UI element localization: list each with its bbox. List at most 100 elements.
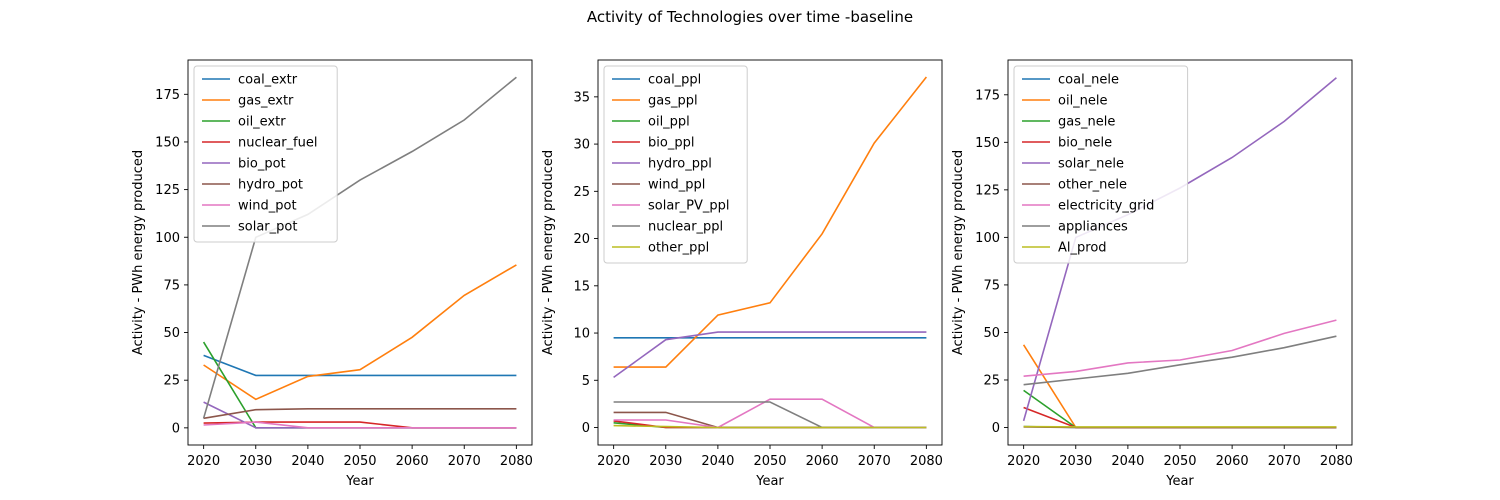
legend-entry-gas_ppl: gas_ppl bbox=[648, 94, 698, 109]
y-tick-label: 100 bbox=[155, 231, 180, 246]
legend-box bbox=[193, 65, 338, 243]
y-tick-label: 25 bbox=[573, 185, 590, 200]
legend-entry-electricity_grid: electricity_grid bbox=[1058, 199, 1154, 214]
legend-entry-wind_ppl: wind_ppl bbox=[648, 178, 705, 193]
series-line-oil_nele bbox=[1022, 344, 1337, 429]
legend-entry-wind_pot: wind_pot bbox=[238, 199, 297, 214]
legend-entry-oil_ppl: oil_ppl bbox=[648, 115, 690, 130]
series-line-wind_pot bbox=[203, 421, 517, 429]
legend: coal_extr gas_extr oil_extr nuclear_fuelbio… bbox=[193, 65, 338, 243]
y-tick-label: 75 bbox=[163, 278, 180, 293]
legend-entry-bio_pot: bio_pot bbox=[238, 157, 286, 172]
x-tick-label: 2030 bbox=[1059, 454, 1092, 469]
x-tick-label: 2080 bbox=[1320, 454, 1353, 469]
x-tick-label: 2020 bbox=[597, 454, 630, 469]
legend-entry-appliances: appliances bbox=[1058, 220, 1128, 235]
series-line-gas_ppl bbox=[613, 76, 928, 368]
y-tick-label: 25 bbox=[983, 373, 1000, 388]
x-axis-label: Year bbox=[755, 474, 784, 489]
y-tick-label: 150 bbox=[155, 135, 180, 150]
legend-entry-nuclear_fuel: nuclear_fuel bbox=[238, 136, 317, 151]
y-tick-label: 0 bbox=[992, 421, 1000, 436]
y-tick-label: 125 bbox=[155, 183, 180, 198]
x-tick-label: 2070 bbox=[1268, 454, 1301, 469]
legend-entry-bio_nele: bio_nele bbox=[1058, 136, 1112, 151]
series-line-bio_pot bbox=[203, 401, 517, 429]
legend-box bbox=[1013, 65, 1189, 264]
legend: coal_nele oil_nele gas_nele bio_nele solar_n… bbox=[1013, 65, 1189, 264]
x-tick-label: 2080 bbox=[500, 454, 533, 469]
figure-title: Activity of Technologies over time -base… bbox=[587, 8, 913, 26]
x-tick-label: 2040 bbox=[1111, 454, 1144, 469]
y-tick-label: 0 bbox=[582, 421, 590, 436]
x-tick-label: 2050 bbox=[753, 454, 786, 469]
legend-entry-other_nele: other_nele bbox=[1058, 178, 1127, 193]
x-tick-label: 2020 bbox=[1007, 454, 1040, 469]
legend-entry-coal_ppl: coal_ppl bbox=[648, 73, 701, 88]
x-tick-label: 2070 bbox=[858, 454, 891, 469]
x-tick-label: 2080 bbox=[910, 454, 943, 469]
legend-box bbox=[603, 65, 748, 264]
series-lines bbox=[202, 76, 517, 429]
x-tick-label: 2050 bbox=[1163, 454, 1196, 469]
legend-entry-bio_ppl: bio_ppl bbox=[648, 136, 694, 151]
chart-panel-middle: 2020 2030 2040 2050 2060 2070 2080 0 5 10 15 20 25 30… bbox=[541, 59, 943, 489]
y-tick-label: 25 bbox=[163, 374, 180, 389]
y-axis-label: Activity - PWh energy produced bbox=[951, 150, 966, 355]
y-tick-label: 15 bbox=[573, 279, 590, 294]
y-axis-label: Activity - PWh energy produced bbox=[541, 150, 556, 355]
series-line-other_ppl bbox=[613, 424, 927, 429]
x-tick-label: 2030 bbox=[239, 454, 272, 469]
x-tick-label: 2060 bbox=[396, 454, 429, 469]
legend-entry-gas_extr: gas_extr bbox=[238, 94, 294, 109]
series-line-hydro_pot bbox=[203, 407, 517, 420]
legend-entry-nuclear_ppl: nuclear_ppl bbox=[648, 220, 723, 235]
x-tick-label: 2070 bbox=[448, 454, 481, 469]
y-tick-label: 30 bbox=[573, 138, 590, 153]
legend-entry-hydro_ppl: hydro_ppl bbox=[648, 157, 712, 172]
y-tick-label: 5 bbox=[582, 374, 590, 389]
y-tick-label: 125 bbox=[975, 183, 1000, 198]
legend-entry-other_ppl: other_ppl bbox=[648, 241, 709, 256]
x-axis-label: Year bbox=[1165, 474, 1194, 489]
legend-entry-oil_nele: oil_nele bbox=[1058, 94, 1108, 109]
series-line-appliances bbox=[1023, 335, 1337, 386]
legend-entry-gas_nele: gas_nele bbox=[1058, 115, 1115, 130]
x-tick-label: 2030 bbox=[649, 454, 682, 469]
series-line-nuclear_ppl bbox=[613, 401, 927, 429]
chart-panel-left: 2020 2030 2040 2050 2060 2070 2080 0 25 50 75 100 12… bbox=[131, 59, 533, 489]
legend-entry-solar_PV_ppl: solar_PV_ppl bbox=[648, 199, 730, 214]
series-line-oil_extr bbox=[202, 341, 517, 429]
legend: coal_ppl gas_ppl oil_ppl bio_ppl hydro_pplwi… bbox=[603, 65, 748, 264]
y-tick-label: 10 bbox=[573, 327, 590, 342]
y-tick-label: 75 bbox=[983, 278, 1000, 293]
chart-panel-right: 2020 2030 2040 2050 2060 2070 2080 0 25 50 75 100 12… bbox=[951, 59, 1353, 489]
y-tick-label: 175 bbox=[975, 88, 1000, 103]
series-line-electricity_grid bbox=[1023, 319, 1337, 377]
x-tick-label: 2040 bbox=[701, 454, 734, 469]
legend-entry-Al_prod: Al_prod bbox=[1058, 241, 1107, 256]
x-tick-label: 2060 bbox=[1216, 454, 1249, 469]
y-tick-label: 0 bbox=[172, 421, 180, 436]
y-tick-label: 150 bbox=[975, 136, 1000, 151]
y-axis-label: Activity - PWh energy produced bbox=[131, 150, 146, 355]
y-tick-label: 50 bbox=[983, 326, 1000, 341]
series-line-gas_extr bbox=[203, 264, 517, 401]
y-tick-label: 175 bbox=[155, 88, 180, 103]
x-tick-label: 2050 bbox=[343, 454, 376, 469]
series-line-solar_PV_ppl bbox=[613, 398, 927, 429]
y-tick-label: 50 bbox=[163, 326, 180, 341]
legend-entry-solar_pot: solar_pot bbox=[238, 220, 297, 235]
x-tick-label: 2060 bbox=[806, 454, 839, 469]
x-tick-label: 2040 bbox=[291, 454, 324, 469]
x-axis-label: Year bbox=[345, 474, 374, 489]
legend-entry-coal_extr: coal_extr bbox=[238, 73, 298, 88]
legend-entry-coal_nele: coal_nele bbox=[1058, 73, 1119, 88]
legend-entry-solar_nele: solar_nele bbox=[1058, 157, 1124, 172]
y-tick-label: 35 bbox=[573, 90, 590, 105]
y-tick-label: 20 bbox=[573, 232, 590, 247]
series-line-hydro_ppl bbox=[613, 331, 927, 379]
legend-entry-hydro_pot: hydro_pot bbox=[238, 178, 303, 193]
